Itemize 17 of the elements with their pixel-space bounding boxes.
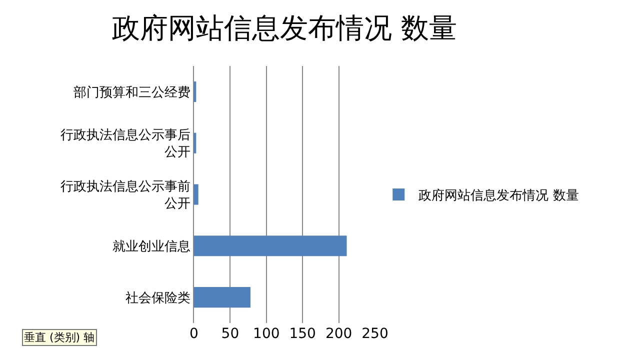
x-tick-label: 50 [221, 326, 240, 342]
x-tick-label: 150 [289, 326, 316, 342]
x-tick-label: 200 [325, 326, 352, 342]
bar [194, 184, 198, 205]
y-tick-label: 行政执法信息公示事前公开 [60, 180, 190, 212]
y-tick-label: 行政执法信息公示事后公开 [60, 128, 190, 160]
text: 垂直 (类别) 轴 [24, 331, 95, 344]
y-tick-label: 部门预算和三公经费 [73, 84, 190, 100]
bar [194, 236, 347, 256]
x-tick-label: 250 [362, 326, 388, 342]
bar [194, 287, 250, 308]
x-tick-label: 100 [253, 326, 280, 342]
legend-label: 政府网站信息发布情况 数量 [418, 188, 579, 204]
x-tick-label: 0 [190, 326, 198, 342]
y-tick-label: 社会保险类 [125, 290, 190, 306]
y-tick-label: 就业创业信息 [112, 239, 190, 254]
chart-title: 政府网站信息发布情况 数量 [112, 11, 457, 44]
